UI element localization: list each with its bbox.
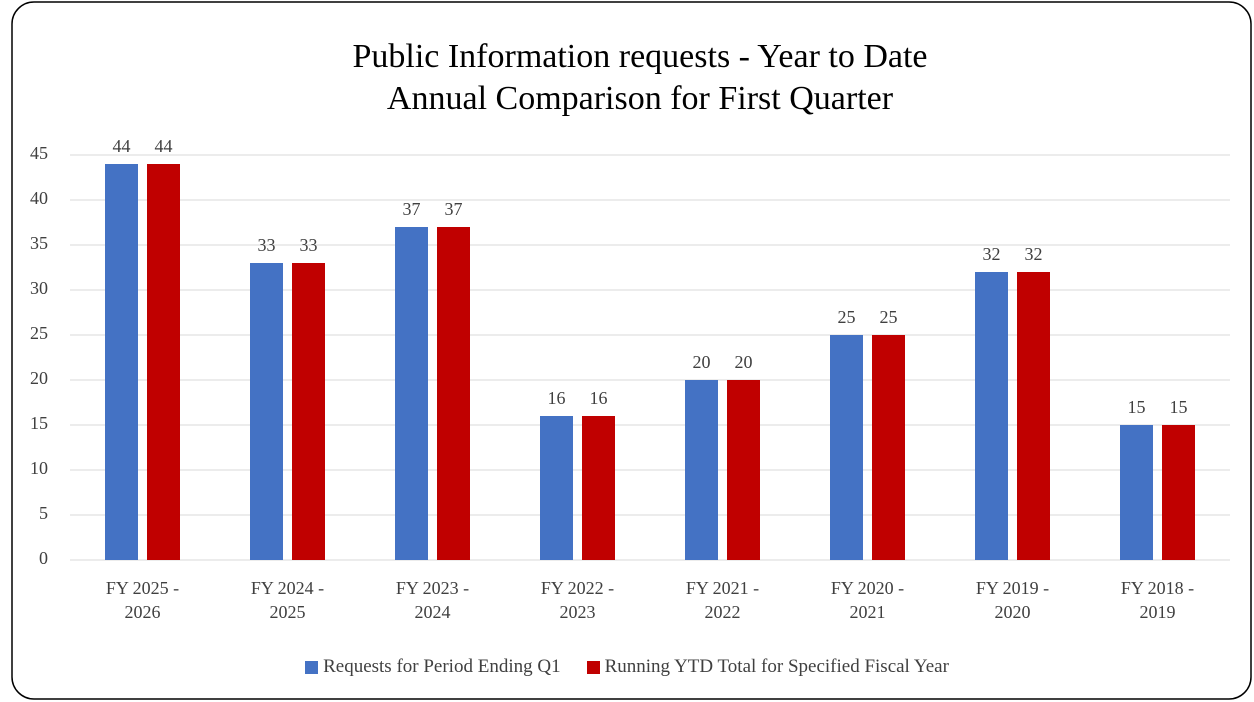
y-tick-label: 40 [30,188,48,208]
bar [582,416,615,560]
x-tick-label: FY 2024 - 2025 [250,578,325,622]
data-label: 37 [403,199,421,219]
legend-label: Running YTD Total for Specified Fiscal Y… [604,656,949,677]
x-tick-label: FY 2021 - 2022 [685,578,760,622]
data-label: 32 [983,244,1001,264]
legend-item: Requests for Period Ending Q1 [305,656,561,678]
data-label: 37 [445,199,463,219]
data-label: 33 [300,235,318,255]
bar [395,227,428,560]
bar [1017,272,1050,560]
x-tick-label: FY 2019 - 2020 [975,578,1050,622]
x-tick-label: FY 2023 - 2024 [395,578,470,622]
data-label: 16 [548,388,566,408]
y-tick-label: 45 [30,143,48,163]
y-tick-label: 30 [30,278,48,298]
chart-title: Public Information requests - Year to Da… [352,38,928,117]
data-label: 25 [838,307,856,327]
bar [250,263,283,560]
bar [540,416,573,560]
y-tick-label: 15 [30,413,48,433]
x-tick-label: FY 2018 - 2019 [1120,578,1195,622]
bar [685,380,718,560]
y-tick-label: 35 [30,233,48,253]
legend-item: Running YTD Total for Specified Fiscal Y… [586,656,949,678]
x-tick-label: FY 2020 - 2021 [830,578,905,622]
bar [1162,425,1195,560]
bar [975,272,1008,560]
data-label: 44 [113,136,131,156]
data-label: 33 [258,235,276,255]
bar [292,263,325,560]
data-label: 44 [155,136,173,156]
bar [437,227,470,560]
y-tick-label: 10 [30,458,48,478]
y-tick-label: 0 [39,548,48,568]
bar [872,335,905,560]
legend-swatch [305,660,319,674]
legend-swatch [586,660,600,674]
y-tick-label: 5 [39,503,48,523]
bar [830,335,863,560]
y-tick-label: 25 [30,323,48,343]
data-label: 20 [735,352,753,372]
x-tick-label: FY 2022 - 2023 [540,578,615,622]
chart-border [11,1,1252,700]
legend: Requests for Period Ending Q1 Running YTD… [0,656,1254,678]
bar [1120,425,1153,560]
data-label: 32 [1025,244,1043,264]
data-label: 16 [590,388,608,408]
data-label: 25 [880,307,898,327]
legend-label: Requests for Period Ending Q1 [323,656,561,677]
x-tick-label: FY 2025 - 2026 [105,578,180,622]
bar [105,164,138,560]
y-tick-label: 20 [30,368,48,388]
data-label: 20 [693,352,711,372]
bar [727,380,760,560]
bar [147,164,180,560]
data-label: 15 [1128,397,1146,417]
data-label: 15 [1170,397,1188,417]
